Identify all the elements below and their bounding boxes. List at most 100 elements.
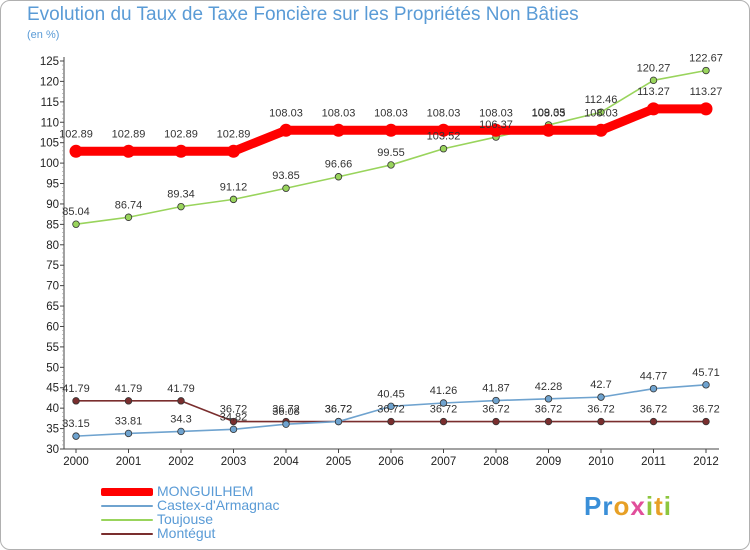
data-label: 41.26 <box>430 385 458 397</box>
data-label: 36.72 <box>535 404 563 416</box>
data-point <box>492 396 500 405</box>
data-label: 122.67 <box>689 53 723 65</box>
data-label: 86.74 <box>115 199 143 211</box>
data-label: 112.46 <box>585 94 618 106</box>
data-label: 41.79 <box>115 383 143 395</box>
data-point <box>647 102 660 116</box>
x-tick-label: 2006 <box>378 456 404 468</box>
y-tick-label: 85 <box>46 219 59 231</box>
data-label: 113.27 <box>637 86 670 98</box>
data-point <box>72 397 80 405</box>
y-tick-label: 105 <box>40 138 59 150</box>
x-tick-label: 2003 <box>221 456 247 468</box>
data-point <box>279 123 293 137</box>
data-point <box>544 395 553 403</box>
data-label: 103.52 <box>427 131 461 143</box>
data-point <box>387 417 395 426</box>
data-label: 36.72 <box>430 404 458 416</box>
data-point <box>282 184 290 192</box>
data-label: 42.7 <box>590 379 611 391</box>
data-labels: 102.89 102.89 102.89 102.89 108.03 108.03 108.… <box>59 53 723 431</box>
data-point <box>437 123 450 137</box>
data-point <box>177 427 185 436</box>
axes: 30 35 40 45 50 55 60 65 70 75 80 85 90 95 100 105 110 115… <box>40 56 719 468</box>
data-label: 33.81 <box>115 415 143 427</box>
legend-swatch-montegut <box>101 533 153 535</box>
data-point <box>597 108 605 116</box>
y-unit-label: (en %) <box>27 29 60 41</box>
data-point <box>439 399 448 407</box>
x-tick-label: 2008 <box>483 456 509 468</box>
data-label: 91.12 <box>220 181 248 193</box>
data-point <box>124 397 133 405</box>
data-label: 36.72 <box>325 404 353 416</box>
data-point <box>702 381 710 389</box>
data-point <box>334 417 343 426</box>
data-label: 36.08 <box>272 406 300 418</box>
legend-swatch-castex <box>101 505 153 507</box>
y-tick-label: 90 <box>46 199 59 211</box>
x-tick-label: 2000 <box>63 456 89 468</box>
data-point <box>72 220 80 228</box>
data-label: 113.27 <box>690 86 723 98</box>
data-label: 36.72 <box>482 404 510 416</box>
data-point <box>439 417 448 426</box>
legend-label: Montégut <box>157 525 216 541</box>
data-label: 106.37 <box>479 119 513 131</box>
legend-swatch-toujouse <box>101 519 153 521</box>
data-point <box>282 420 290 428</box>
data-label: 34.82 <box>220 411 248 423</box>
x-tick-label: 2005 <box>326 456 352 468</box>
data-point <box>597 393 605 401</box>
data-label: 41.79 <box>62 383 90 395</box>
data-label: 108.03 <box>532 107 566 119</box>
data-label: 102.89 <box>217 128 251 140</box>
y-tick-label: 40 <box>46 403 59 415</box>
data-point <box>384 123 398 137</box>
data-label: 108.03 <box>584 107 618 119</box>
y-tick-label: 125 <box>40 56 59 68</box>
data-point <box>229 417 238 426</box>
data-label: 36.72 <box>220 404 248 416</box>
data-label: 120.27 <box>637 62 671 74</box>
data-point <box>229 195 238 204</box>
y-tick-label: 80 <box>46 240 59 252</box>
data-point <box>597 417 605 426</box>
legend-label: MONGUILHEM <box>157 483 254 499</box>
y-tick-label: 115 <box>41 97 59 109</box>
data-point <box>492 417 500 426</box>
data-point <box>177 202 185 211</box>
x-tick-label: 2004 <box>273 456 299 468</box>
y-tick-label: 50 <box>46 362 59 374</box>
data-point <box>702 66 710 75</box>
data-point <box>124 429 133 438</box>
y-tick-label: 70 <box>46 281 59 293</box>
data-point <box>387 402 395 411</box>
data-point <box>439 145 448 153</box>
data-label: 36.72 <box>272 404 300 416</box>
x-tick-label: 2002 <box>168 456 194 468</box>
data-label: 33.15 <box>62 418 90 430</box>
data-label: 108.03 <box>269 107 303 119</box>
data-label: 96.66 <box>325 159 353 171</box>
data-label: 42.28 <box>535 381 563 393</box>
legend-label: Castex-d'Armagnac <box>157 497 280 513</box>
data-point <box>334 173 343 181</box>
data-label: 108.03 <box>322 107 356 119</box>
y-tick-label: 30 <box>46 444 59 456</box>
data-point <box>229 425 238 434</box>
data-point <box>649 76 658 85</box>
data-label: 34.3 <box>170 413 191 425</box>
data-point <box>649 384 658 393</box>
y-tick-label: 100 <box>40 158 59 170</box>
legend-label: Toujouse <box>157 511 214 527</box>
y-tick-label: 60 <box>46 321 59 333</box>
data-label: 108.03 <box>479 107 513 119</box>
data-label: 36.72 <box>640 404 668 416</box>
data-point <box>69 144 83 158</box>
data-label: 102.89 <box>112 128 146 140</box>
chart-title: Evolution du Taux de Taxe Foncière sur l… <box>27 4 579 25</box>
data-point <box>702 417 710 426</box>
